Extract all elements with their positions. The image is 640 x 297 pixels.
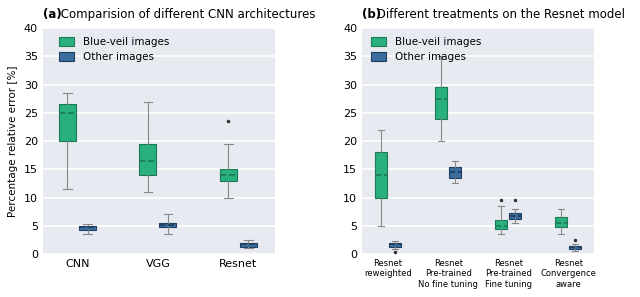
PathPatch shape: [389, 243, 401, 247]
PathPatch shape: [509, 213, 522, 219]
PathPatch shape: [220, 169, 237, 181]
PathPatch shape: [435, 88, 447, 119]
Text: (b): (b): [362, 8, 381, 21]
Legend: Blue-veil images, Other images: Blue-veil images, Other images: [54, 33, 173, 66]
Text: (a): (a): [43, 8, 61, 21]
PathPatch shape: [140, 144, 156, 175]
Text: Comparision of different CNN architectures: Comparision of different CNN architectur…: [57, 8, 316, 21]
PathPatch shape: [59, 105, 76, 141]
PathPatch shape: [555, 217, 567, 227]
PathPatch shape: [159, 223, 177, 228]
Legend: Blue-veil images, Other images: Blue-veil images, Other images: [367, 33, 485, 66]
PathPatch shape: [240, 243, 257, 247]
PathPatch shape: [79, 226, 96, 230]
PathPatch shape: [449, 167, 461, 178]
Y-axis label: Percentage relative error [%]: Percentage relative error [%]: [8, 65, 19, 217]
PathPatch shape: [570, 246, 581, 249]
PathPatch shape: [375, 152, 387, 198]
PathPatch shape: [495, 220, 507, 229]
Text: Different treatments on the Resnet model: Different treatments on the Resnet model: [373, 8, 625, 21]
